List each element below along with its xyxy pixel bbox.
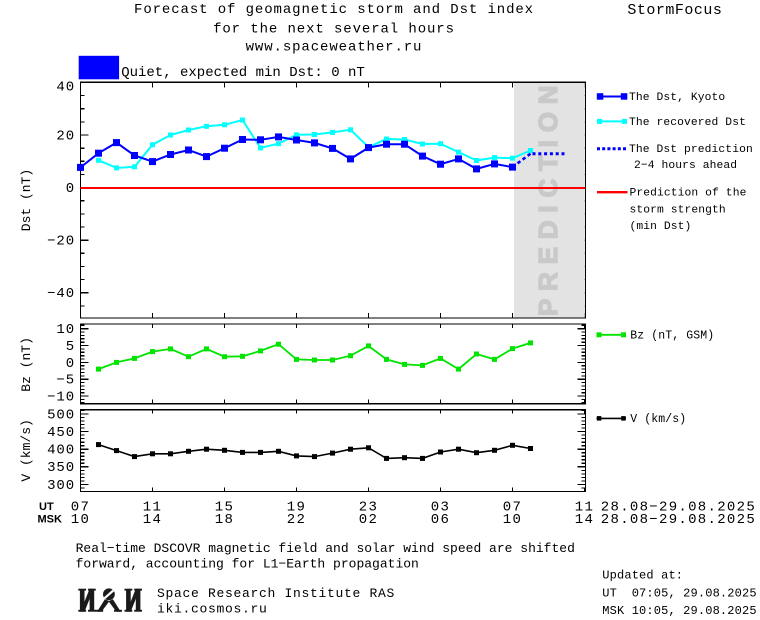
svg-text:Bz (nT): Bz (nT) (19, 337, 34, 392)
svg-text:350: 350 (47, 460, 75, 476)
svg-text:28.08−29.08.2025: 28.08−29.08.2025 (601, 512, 756, 528)
svg-text:Prediction of the: Prediction of the (630, 188, 747, 200)
svg-text:Bz (nT, GSM): Bz (nT, GSM) (630, 329, 714, 342)
svg-text:22: 22 (287, 512, 306, 528)
svg-text:02: 02 (359, 512, 378, 528)
svg-text:Space Research Institute RAS: Space Research Institute RAS (157, 586, 395, 601)
svg-text:Forecast of geomagnetic storm: Forecast of geomagnetic storm and Dst in… (134, 2, 534, 18)
svg-text:V (km/s): V (km/s) (630, 413, 686, 426)
svg-text:06: 06 (431, 512, 450, 528)
svg-text:28.08−29.08.2025: 28.08−29.08.2025 (601, 499, 756, 515)
svg-text:UT: UT (39, 501, 54, 513)
svg-text:07: 07 (71, 499, 90, 515)
svg-text:0: 0 (66, 356, 75, 372)
svg-text:19: 19 (287, 499, 306, 515)
svg-text:−40: −40 (47, 286, 75, 302)
svg-text:10: 10 (503, 512, 522, 528)
svg-text:500: 500 (47, 407, 75, 423)
svg-text:07: 07 (503, 499, 522, 515)
svg-text:forward, accounting for L1−Ear: forward, accounting for L1−Earth propaga… (76, 556, 419, 571)
svg-text:20: 20 (56, 128, 75, 144)
svg-text:−20: −20 (47, 234, 75, 250)
svg-text:10: 10 (56, 322, 75, 338)
svg-text:PREDICTION: PREDICTION (533, 78, 563, 316)
svg-text:03: 03 (431, 499, 450, 515)
svg-text:MSK 10:05, 29.08.2025: MSK 10:05, 29.08.2025 (602, 604, 756, 618)
svg-text:for the next several hours: for the next several hours (213, 22, 455, 38)
svg-text:5: 5 (66, 339, 75, 355)
svg-text:−10: −10 (47, 390, 75, 406)
svg-text:The Dst, Kyoto: The Dst, Kyoto (629, 92, 725, 104)
svg-text:400: 400 (47, 443, 75, 459)
svg-text:11: 11 (575, 499, 594, 515)
svg-text:MSK: MSK (38, 514, 63, 526)
svg-text:−5: −5 (56, 373, 75, 389)
svg-text:V (km/s): V (km/s) (19, 419, 34, 481)
svg-text:2−4 hours ahead: 2−4 hours ahead (634, 160, 737, 172)
svg-text:Updated at:: Updated at: (602, 568, 683, 582)
svg-text:storm strength: storm strength (630, 204, 726, 216)
svg-text:iki.cosmos.ru: iki.cosmos.ru (157, 602, 268, 617)
svg-text:Quiet, expected min Dst: 0 nT: Quiet, expected min Dst: 0 nT (121, 65, 365, 81)
svg-text:23: 23 (359, 499, 378, 515)
svg-text:0: 0 (66, 181, 75, 197)
svg-text:18: 18 (215, 512, 234, 528)
svg-text:The Dst prediction: The Dst prediction (629, 144, 753, 156)
svg-text:Real−time DSCOVR magnetic fiel: Real−time DSCOVR magnetic field and sola… (76, 541, 575, 556)
svg-text:15: 15 (215, 499, 234, 515)
svg-text:450: 450 (47, 425, 75, 441)
svg-text:Dst (nT): Dst (nT) (19, 169, 34, 231)
svg-text:14: 14 (575, 512, 594, 528)
svg-text:(min Dst): (min Dst) (630, 221, 692, 233)
svg-text:StormFocus: StormFocus (627, 2, 722, 19)
svg-text:14: 14 (143, 512, 162, 528)
svg-text:The recovered Dst: The recovered Dst (629, 117, 746, 129)
svg-text:UT 07:05, 29.08.2025: UT 07:05, 29.08.2025 (602, 586, 756, 600)
svg-text:300: 300 (47, 478, 75, 494)
svg-text:40: 40 (56, 79, 75, 95)
svg-text:www.spaceweather.ru: www.spaceweather.ru (246, 40, 423, 56)
svg-text:10: 10 (71, 512, 90, 528)
svg-text:11: 11 (143, 499, 162, 515)
